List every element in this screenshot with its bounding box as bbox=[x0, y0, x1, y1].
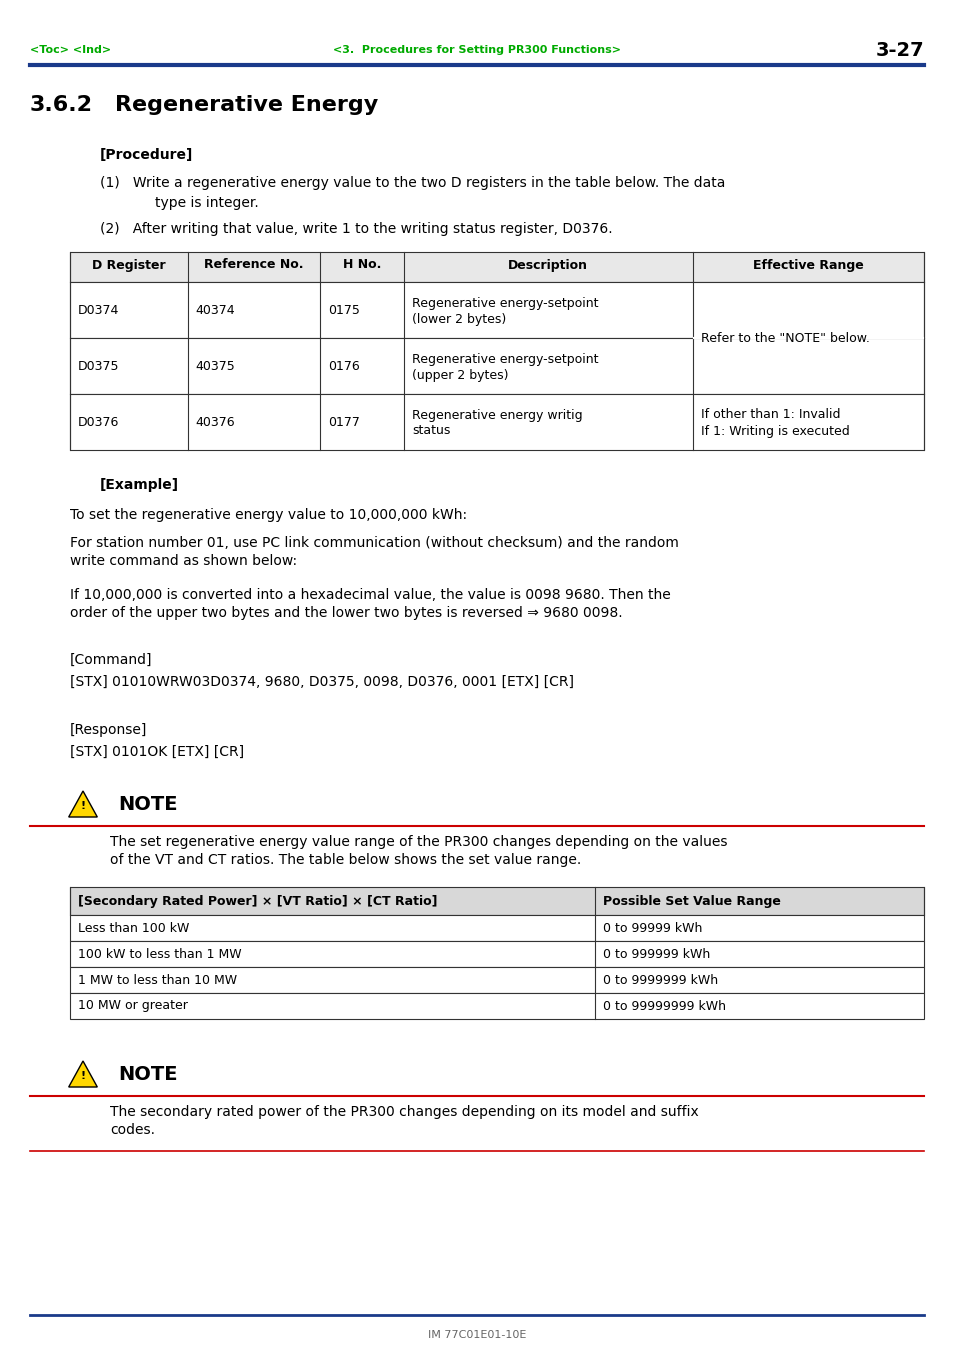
Text: Regenerative energy writig: Regenerative energy writig bbox=[412, 408, 582, 422]
Text: 0 to 99999 kWh: 0 to 99999 kWh bbox=[602, 921, 701, 935]
Text: 0 to 99999999 kWh: 0 to 99999999 kWh bbox=[602, 1000, 725, 1012]
Text: Regenerative energy-setpoint: Regenerative energy-setpoint bbox=[412, 353, 598, 366]
Text: D0375: D0375 bbox=[78, 359, 119, 373]
Text: <Toc> <Ind>: <Toc> <Ind> bbox=[30, 45, 111, 55]
Text: status: status bbox=[412, 424, 450, 438]
Text: The set regenerative energy value range of the PR300 changes depending on the va: The set regenerative energy value range … bbox=[110, 835, 727, 848]
Text: Description: Description bbox=[508, 258, 588, 272]
Bar bbox=[70, 282, 923, 338]
Text: 40375: 40375 bbox=[195, 359, 235, 373]
Polygon shape bbox=[69, 1061, 97, 1088]
Polygon shape bbox=[69, 790, 97, 817]
Text: 3-27: 3-27 bbox=[875, 41, 923, 59]
Text: H No.: H No. bbox=[342, 258, 381, 272]
Bar bbox=[70, 967, 923, 993]
Text: [Example]: [Example] bbox=[100, 478, 179, 492]
Text: 0 to 999999 kWh: 0 to 999999 kWh bbox=[602, 947, 710, 961]
Text: [STX] 01010WRW03D0374, 9680, D0375, 0098, D0376, 0001 [ETX] [CR]: [STX] 01010WRW03D0374, 9680, D0375, 0098… bbox=[70, 676, 574, 689]
Text: [Secondary Rated Power] × [VT Ratio] × [CT Ratio]: [Secondary Rated Power] × [VT Ratio] × [… bbox=[78, 894, 437, 908]
Text: If 1: Writing is executed: If 1: Writing is executed bbox=[700, 424, 848, 438]
Bar bbox=[70, 993, 923, 1019]
Text: [Response]: [Response] bbox=[70, 723, 147, 738]
Text: (1)   Write a regenerative energy value to the two D registers in the table belo: (1) Write a regenerative energy value to… bbox=[100, 176, 724, 190]
Bar bbox=[70, 942, 923, 967]
Text: 3.6.2: 3.6.2 bbox=[30, 95, 92, 115]
Text: type is integer.: type is integer. bbox=[154, 196, 258, 209]
Text: (upper 2 bytes): (upper 2 bytes) bbox=[412, 369, 508, 381]
Text: !: ! bbox=[80, 801, 86, 811]
Text: 40374: 40374 bbox=[195, 304, 235, 316]
Text: 0 to 9999999 kWh: 0 to 9999999 kWh bbox=[602, 974, 718, 986]
Text: Regenerative Energy: Regenerative Energy bbox=[115, 95, 377, 115]
Text: D0374: D0374 bbox=[78, 304, 119, 316]
Bar bbox=[70, 915, 923, 942]
Text: of the VT and CT ratios. The table below shows the set value range.: of the VT and CT ratios. The table below… bbox=[110, 852, 580, 867]
Text: 1 MW to less than 10 MW: 1 MW to less than 10 MW bbox=[78, 974, 237, 986]
Text: [Command]: [Command] bbox=[70, 653, 152, 667]
Text: For station number 01, use PC link communication (without checksum) and the rand: For station number 01, use PC link commu… bbox=[70, 536, 679, 550]
Text: D Register: D Register bbox=[92, 258, 166, 272]
Text: IM 77C01E01-10E: IM 77C01E01-10E bbox=[427, 1329, 526, 1340]
Text: 100 kW to less than 1 MW: 100 kW to less than 1 MW bbox=[78, 947, 241, 961]
Text: !: ! bbox=[80, 1071, 86, 1081]
Text: order of the upper two bytes and the lower two bytes is reversed ⇒ 9680 0098.: order of the upper two bytes and the low… bbox=[70, 607, 622, 620]
Text: codes.: codes. bbox=[110, 1123, 154, 1138]
Text: [Procedure]: [Procedure] bbox=[100, 149, 193, 162]
Bar bbox=[70, 888, 923, 915]
Text: 0175: 0175 bbox=[328, 304, 359, 316]
Bar bbox=[70, 338, 923, 394]
Text: NOTE: NOTE bbox=[118, 1065, 177, 1084]
Text: [STX] 0101OK [ETX] [CR]: [STX] 0101OK [ETX] [CR] bbox=[70, 744, 244, 759]
Text: If other than 1: Invalid: If other than 1: Invalid bbox=[700, 408, 840, 422]
Bar bbox=[70, 253, 923, 282]
Text: 40376: 40376 bbox=[195, 416, 235, 428]
Text: NOTE: NOTE bbox=[118, 794, 177, 815]
Text: <3.  Procedures for Setting PR300 Functions>: <3. Procedures for Setting PR300 Functio… bbox=[333, 45, 620, 55]
Text: D0376: D0376 bbox=[78, 416, 119, 428]
Text: (lower 2 bytes): (lower 2 bytes) bbox=[412, 312, 506, 326]
Bar bbox=[70, 394, 923, 450]
Text: 0177: 0177 bbox=[328, 416, 359, 428]
Text: Less than 100 kW: Less than 100 kW bbox=[78, 921, 190, 935]
Text: (2)   After writing that value, write 1 to the writing status register, D0376.: (2) After writing that value, write 1 to… bbox=[100, 222, 612, 236]
Text: Reference No.: Reference No. bbox=[204, 258, 303, 272]
Text: Effective Range: Effective Range bbox=[752, 258, 862, 272]
Text: 0176: 0176 bbox=[328, 359, 359, 373]
Text: To set the regenerative energy value to 10,000,000 kWh:: To set the regenerative energy value to … bbox=[70, 508, 467, 521]
Text: The secondary rated power of the PR300 changes depending on its model and suffix: The secondary rated power of the PR300 c… bbox=[110, 1105, 698, 1119]
Text: Possible Set Value Range: Possible Set Value Range bbox=[602, 894, 781, 908]
Text: Regenerative energy-setpoint: Regenerative energy-setpoint bbox=[412, 296, 598, 309]
Text: 10 MW or greater: 10 MW or greater bbox=[78, 1000, 188, 1012]
Text: Refer to the "NOTE" below.: Refer to the "NOTE" below. bbox=[700, 331, 868, 345]
Text: write command as shown below:: write command as shown below: bbox=[70, 554, 296, 567]
Text: If 10,000,000 is converted into a hexadecimal value, the value is 0098 9680. The: If 10,000,000 is converted into a hexade… bbox=[70, 588, 670, 603]
